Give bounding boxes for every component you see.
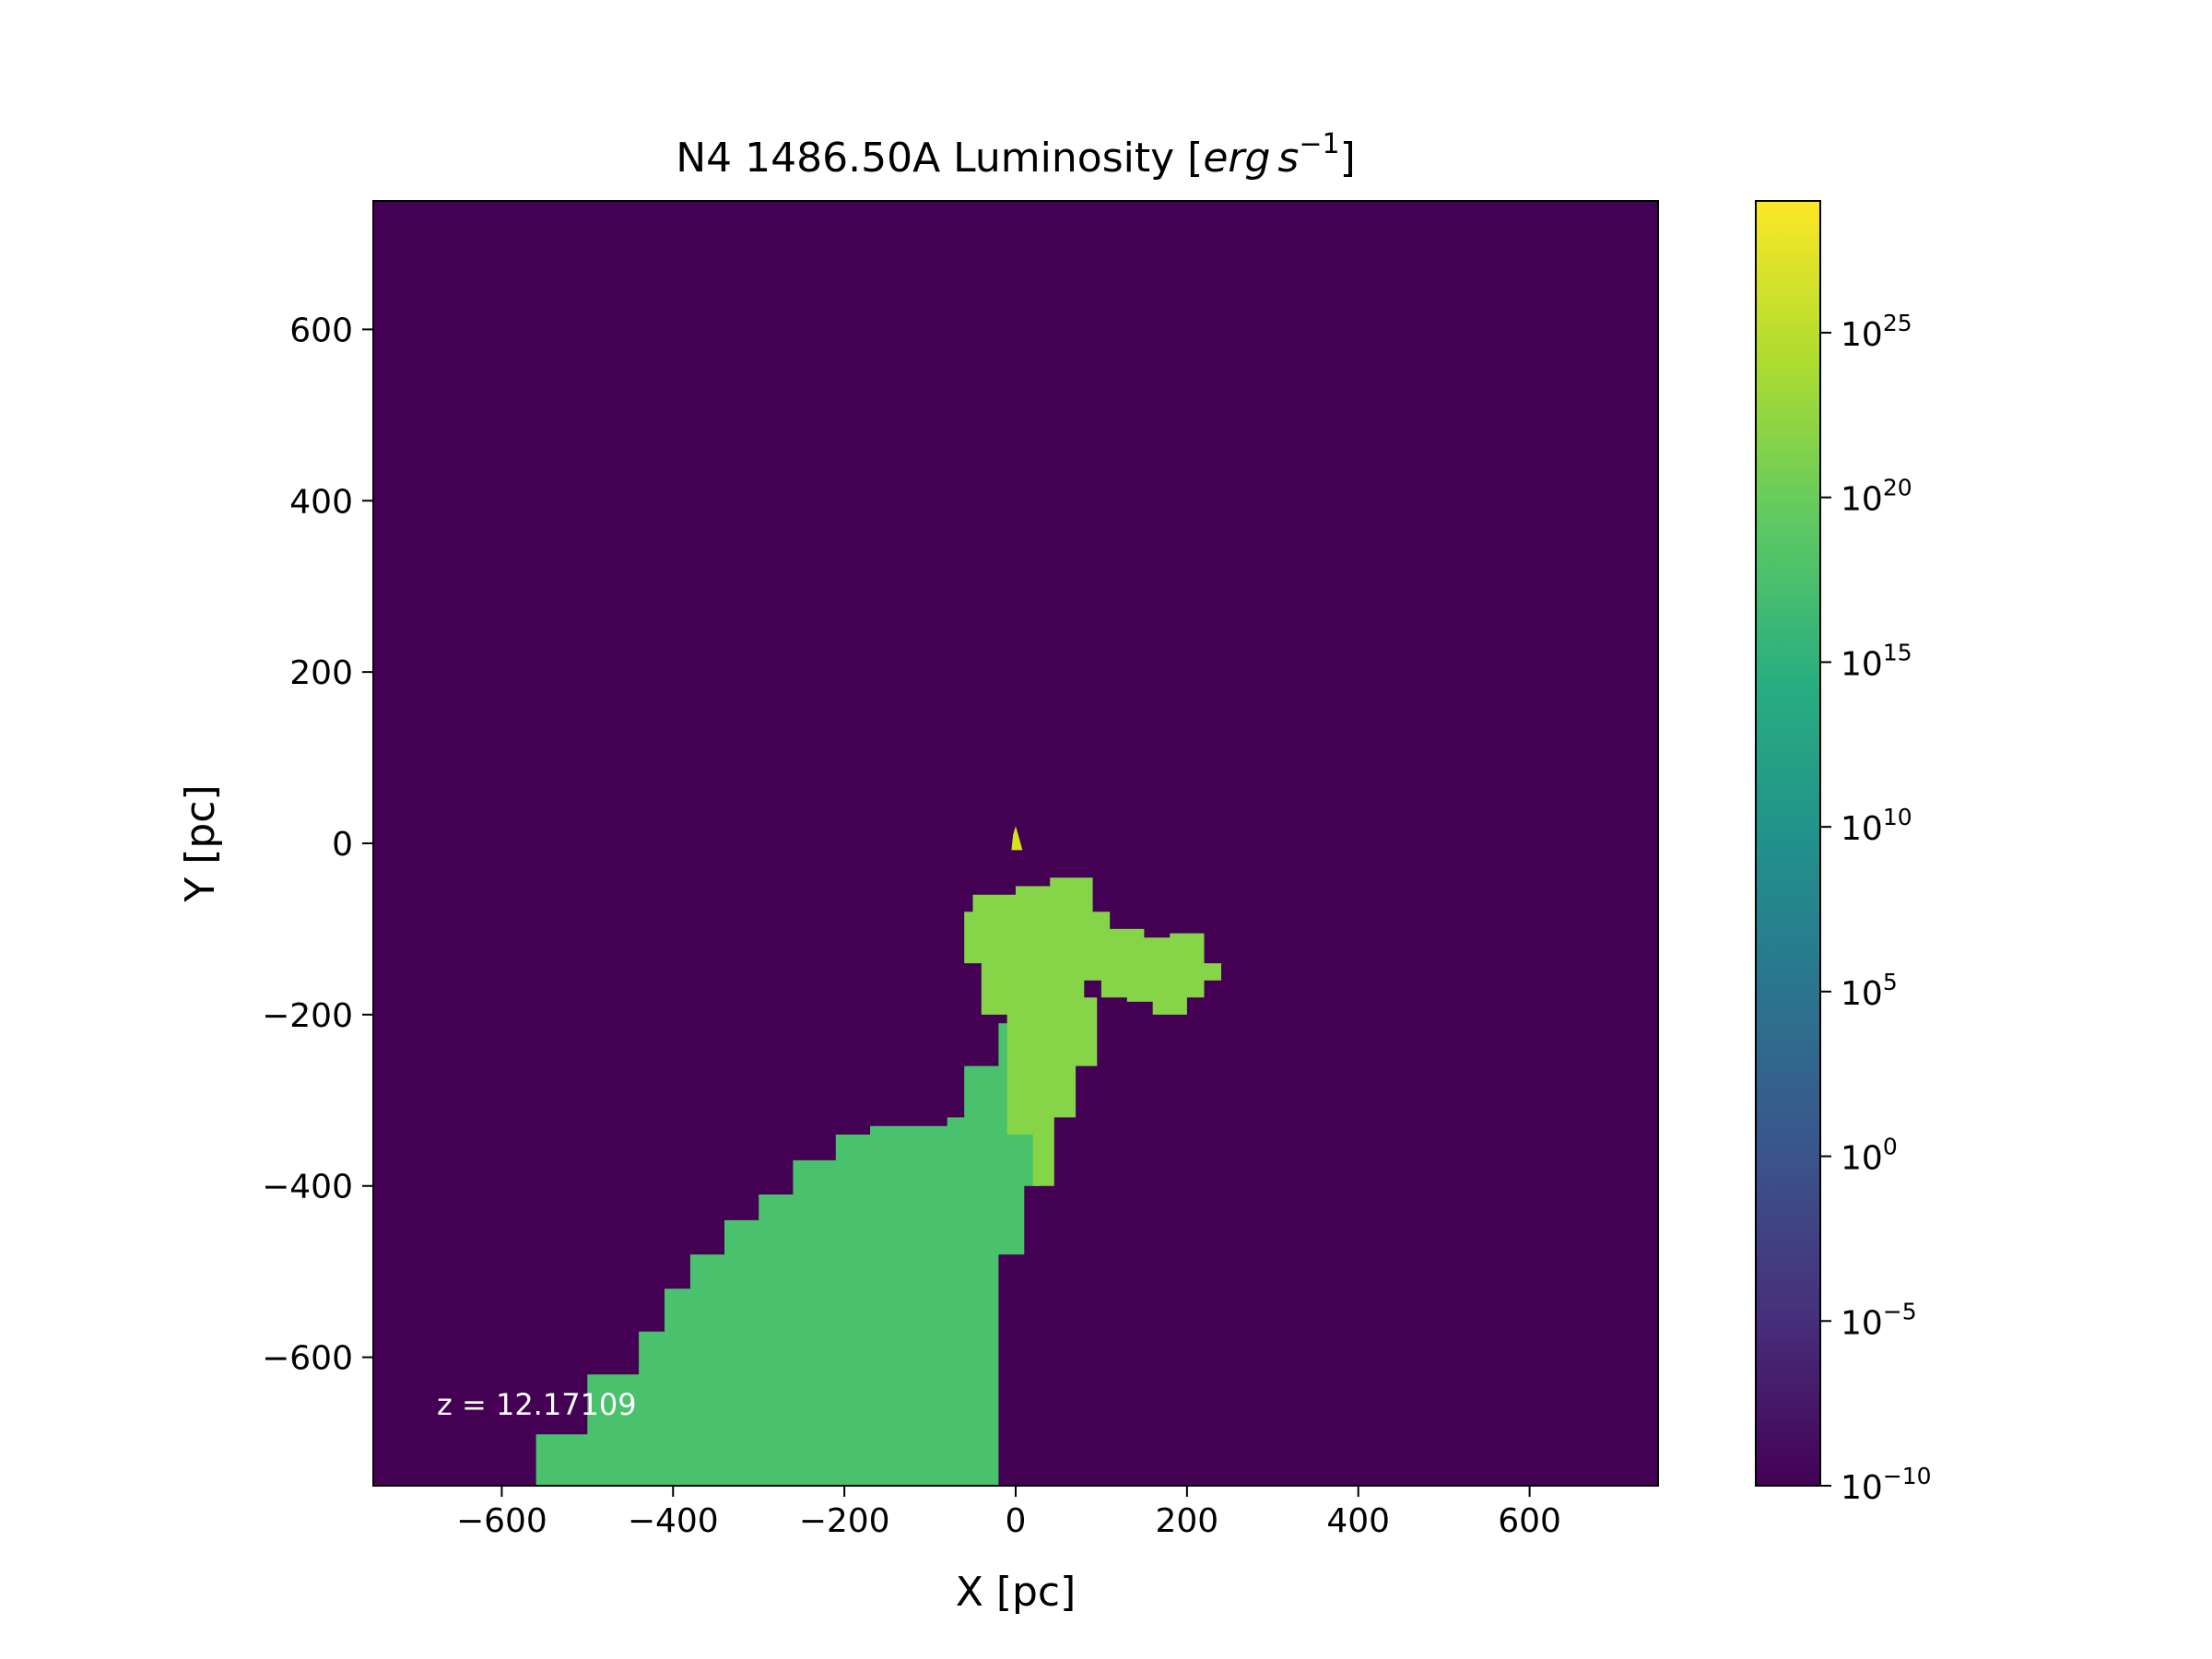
redshift-annotation: z = 12.17109 [437, 1387, 637, 1422]
y-tick-label: −400 [262, 1169, 353, 1206]
x-tick-label: 200 [1156, 1502, 1219, 1540]
title-unit-close: ] [1340, 135, 1356, 182]
colorbar-ticks: 1025 1020 1015 1010 105 100 10−5 10−10 [1820, 310, 1932, 1507]
title-unit-s: s [1277, 135, 1299, 182]
colorbar-tick-label: 1010 [1841, 804, 1912, 848]
chart-title: N4 1486.50A Luminosity [erg s−1] [676, 128, 1356, 182]
colorbar-tick-label: 1025 [1841, 310, 1912, 354]
title-unit-exp: −1 [1299, 128, 1339, 160]
colorbar-tick-label: 1020 [1841, 475, 1912, 519]
colorbar [1755, 200, 1821, 1487]
x-axis-label: X [pc] [956, 1569, 1077, 1616]
y-tick-label: 0 [332, 826, 353, 864]
region-core [1011, 826, 1023, 851]
luminosity-regions [535, 826, 1221, 1486]
y-tick-label: −200 [262, 997, 353, 1035]
title-unit-open: [ [1187, 135, 1203, 182]
x-tick-label: −600 [456, 1502, 547, 1540]
colorbar-tick-label: 100 [1841, 1134, 1898, 1178]
title-unit-erg: erg [1203, 135, 1270, 182]
colorbar-tick-label: 1015 [1841, 639, 1912, 683]
x-tick-label: −400 [628, 1502, 719, 1540]
region-plume-upper [964, 877, 1221, 1186]
y-tick-label: 600 [289, 312, 353, 349]
colorbar-tick-label: 10−10 [1841, 1463, 1932, 1507]
x-tick-label: 600 [1498, 1502, 1561, 1540]
colorbar-tick-label: 105 [1841, 969, 1898, 1013]
colorbar-tick-label: 10−5 [1841, 1298, 1917, 1342]
y-axis-label: Y [pc] [177, 784, 224, 902]
y-tick-label: −600 [262, 1340, 353, 1378]
title-main: N4 1486.50A Luminosity [676, 135, 1187, 182]
x-tick-label: 0 [1006, 1502, 1027, 1540]
y-tick-label: 200 [289, 654, 353, 692]
x-axis-ticks: −600 −400 −200 0 200 400 600 [456, 1486, 1561, 1540]
x-tick-label: 400 [1326, 1502, 1390, 1540]
region-plume-lower [535, 1023, 1041, 1486]
x-tick-label: −200 [799, 1502, 890, 1540]
y-axis-ticks: −600 −400 −200 0 200 400 600 [262, 312, 373, 1378]
y-tick-label: 400 [289, 483, 353, 521]
